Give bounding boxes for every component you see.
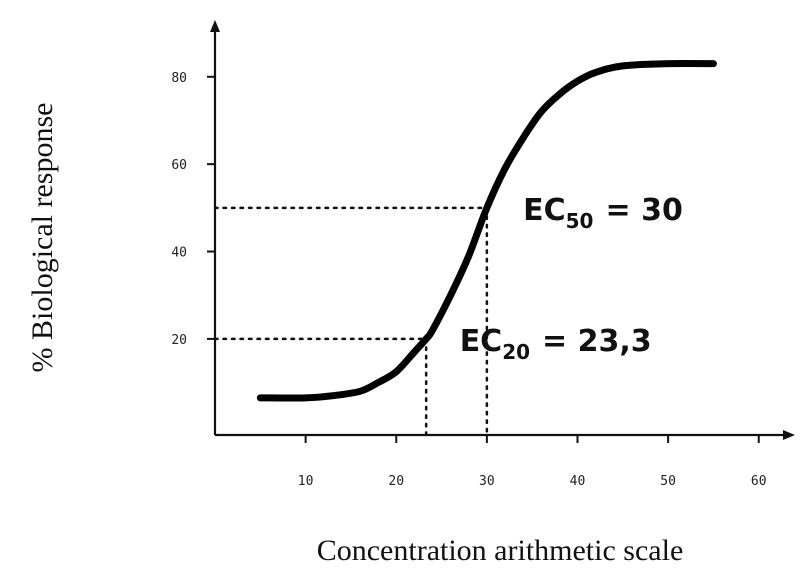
x-tick-label-40: 40 bbox=[570, 474, 586, 489]
annotation-ec20: EC20 = 23,3 bbox=[460, 324, 652, 364]
annotation-ec50: EC50 = 30 bbox=[523, 193, 683, 233]
annotation-ec50-label: EC bbox=[523, 193, 566, 228]
x-tick-label-30: 30 bbox=[479, 474, 495, 489]
y-tick-label-60: 60 bbox=[171, 158, 187, 173]
y-axis-arrow bbox=[210, 20, 220, 32]
x-axis-title: Concentration arithmetic scale bbox=[317, 534, 684, 567]
y-tick-label-20: 20 bbox=[171, 333, 187, 348]
curve-layer bbox=[256, 60, 717, 402]
annotation-ec20-subscript: 20 bbox=[502, 340, 530, 364]
axes: 10 20 30 40 50 60 20 40 60 80 bbox=[171, 20, 795, 489]
y-tick-label-40: 40 bbox=[171, 246, 187, 261]
annotation-ec20-value: = 23,3 bbox=[542, 324, 652, 359]
annotation-ec20-label: EC bbox=[460, 324, 503, 359]
reference-guides bbox=[213, 206, 489, 437]
x-tick-label-10: 10 bbox=[298, 474, 314, 489]
y-tick-label-80: 80 bbox=[171, 71, 187, 86]
x-tick-label-20: 20 bbox=[388, 474, 404, 489]
annotation-ec50-value: = 30 bbox=[605, 193, 682, 228]
annotation-ec50-subscript: 50 bbox=[566, 209, 594, 233]
x-axis-arrow bbox=[783, 430, 795, 440]
x-tick-label-50: 50 bbox=[660, 474, 676, 489]
y-axis-title: % Biological response bbox=[26, 103, 59, 373]
x-tick-label-60: 60 bbox=[751, 474, 767, 489]
dose-response-curve bbox=[256, 60, 717, 402]
